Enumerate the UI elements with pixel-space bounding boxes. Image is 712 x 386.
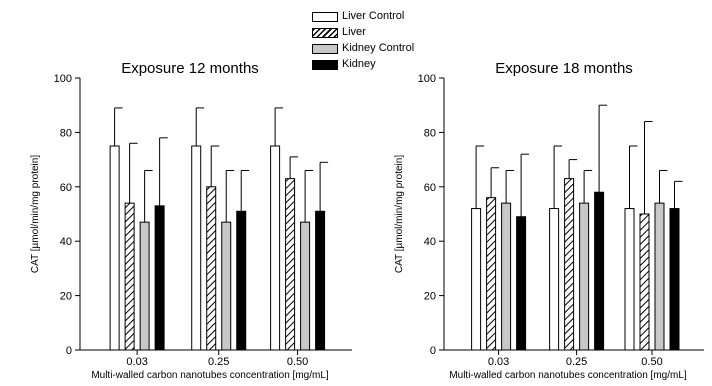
bar bbox=[579, 202, 590, 351]
bar bbox=[669, 208, 680, 351]
bar bbox=[516, 216, 527, 351]
y-axis-label: CAT [µmol/min/mg protein] bbox=[30, 155, 41, 273]
bar bbox=[594, 191, 605, 351]
bar bbox=[124, 202, 135, 351]
y-tick-label: 100 bbox=[418, 73, 436, 85]
y-tick-label: 40 bbox=[424, 236, 436, 248]
bar bbox=[564, 178, 575, 351]
bar bbox=[191, 145, 202, 351]
y-tick-label: 20 bbox=[424, 291, 436, 303]
y-tick-label: 0 bbox=[66, 345, 72, 357]
x-axis-label: Multi-walled carbon nanotubes concentrat… bbox=[449, 370, 687, 381]
bar bbox=[270, 145, 281, 351]
y-axis-label: CAT [µmol/min/mg protein] bbox=[394, 155, 405, 273]
chart-title: Exposure 12 months bbox=[121, 60, 259, 77]
bar bbox=[501, 202, 512, 351]
legend-swatch-gray bbox=[312, 44, 338, 54]
chart-title: Exposure 18 months bbox=[495, 60, 633, 77]
bar bbox=[154, 205, 165, 351]
bar bbox=[315, 210, 326, 351]
legend-swatch-hatched bbox=[312, 28, 338, 38]
x-tick-label: 0.25 bbox=[208, 356, 229, 368]
y-tick-label: 100 bbox=[54, 73, 72, 85]
bar bbox=[654, 202, 665, 351]
bar bbox=[221, 221, 232, 351]
bar bbox=[206, 186, 217, 351]
legend-label: Liver bbox=[342, 26, 366, 38]
y-tick-label: 80 bbox=[424, 127, 436, 139]
bar bbox=[285, 178, 296, 351]
bar bbox=[236, 210, 247, 351]
y-tick-label: 60 bbox=[60, 182, 72, 194]
legend-label: Kidney bbox=[342, 58, 376, 70]
bar bbox=[300, 221, 311, 351]
y-tick-label: 60 bbox=[424, 182, 436, 194]
bar bbox=[549, 208, 560, 351]
x-tick-label: 0.03 bbox=[488, 356, 509, 368]
x-tick-label: 0.50 bbox=[641, 356, 662, 368]
bar bbox=[639, 213, 650, 351]
x-tick-label: 0.25 bbox=[566, 356, 587, 368]
legend-label: Liver Control bbox=[342, 10, 405, 22]
bar bbox=[139, 221, 150, 351]
x-tick-label: 0.50 bbox=[287, 356, 308, 368]
bar bbox=[109, 145, 120, 351]
legend-swatch-black bbox=[312, 60, 338, 70]
legend-swatch-white bbox=[312, 12, 338, 22]
y-tick-label: 20 bbox=[60, 291, 72, 303]
y-tick-label: 80 bbox=[60, 127, 72, 139]
bar bbox=[471, 208, 482, 351]
legend-label: Kidney Control bbox=[342, 42, 415, 54]
bar bbox=[486, 197, 497, 351]
x-tick-label: 0.03 bbox=[126, 356, 147, 368]
y-tick-label: 40 bbox=[60, 236, 72, 248]
bar bbox=[624, 208, 635, 351]
y-tick-label: 0 bbox=[430, 345, 436, 357]
x-axis-label: Multi-walled carbon nanotubes concentrat… bbox=[91, 370, 329, 381]
